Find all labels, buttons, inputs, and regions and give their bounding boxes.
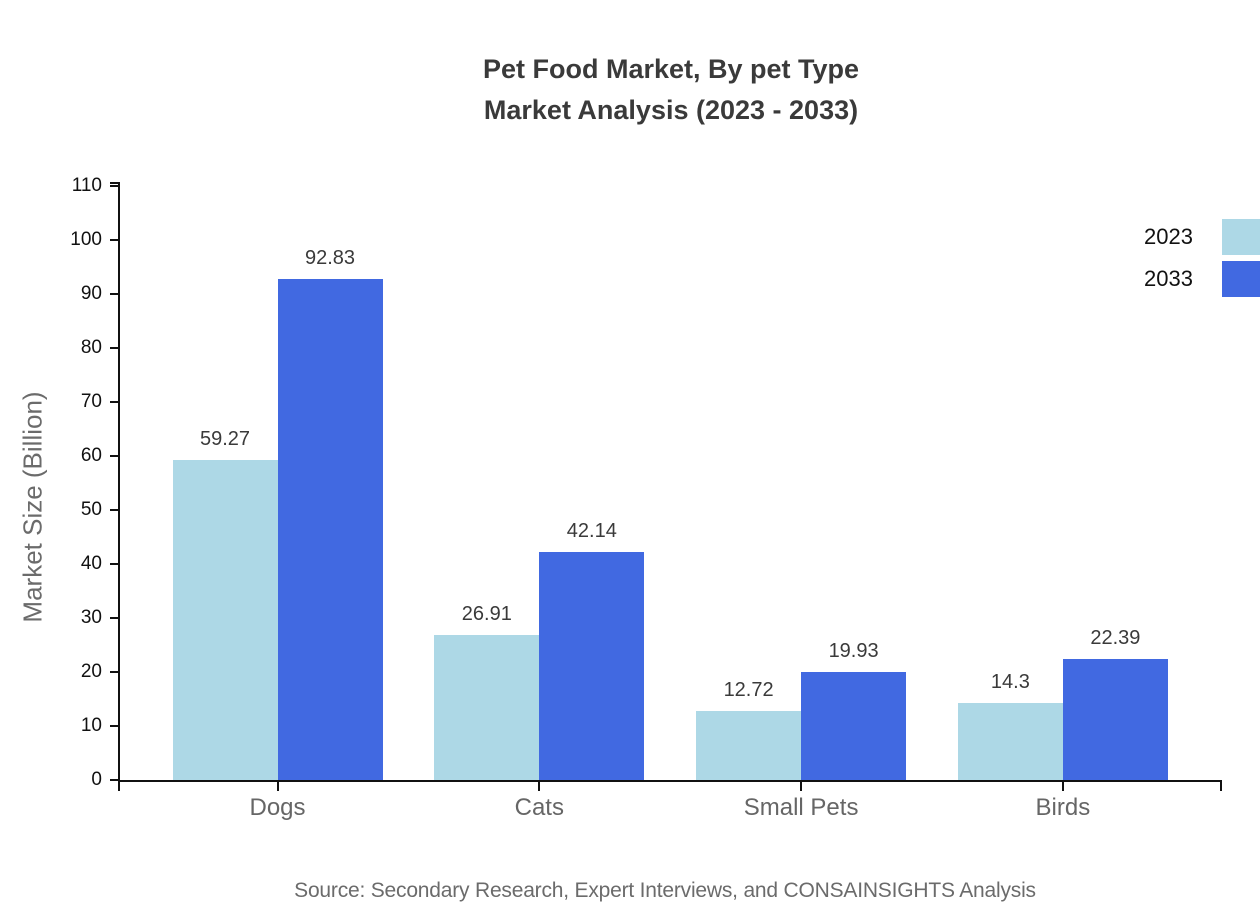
x-edge-tick [118,782,120,791]
chart-title-line1: Pet Food Market, By pet Type [482,54,860,84]
y-tick [110,617,118,619]
x-tick [538,782,541,791]
plot-area: 0 10 20 30 40 50 60 70 80 90 100 110 Dogs 59.27 92.83 C… [70,175,1222,821]
y-tick-label: 100 [70,229,102,250]
bar-2023-cats [434,634,540,780]
bar-2033-small-pets [801,672,907,780]
legend-swatch [1222,261,1260,297]
x-tick [276,782,279,791]
y-tick [110,293,118,295]
x-tick [800,782,803,791]
y-tick [110,563,118,565]
legend-item-2033: 2033 [1144,261,1260,297]
value-label: 92.83 [304,246,356,269]
value-label: 42.14 [566,520,617,543]
x-axis-spine [118,780,1222,782]
y-tick-label: 70 [80,391,102,412]
y-tick-label: 20 [80,661,102,682]
y-tick [110,239,118,241]
legend-label: 2033 [1144,266,1193,291]
chart-title: Pet Food Market, By pet Type Market Anal… [120,49,1222,131]
legend-label: 2023 [1144,224,1193,249]
y-tick-label: 30 [80,607,102,628]
legend: 2023 2033 [1144,219,1260,303]
y-tick [110,779,118,781]
value-label: 19.93 [828,640,879,663]
category-label: Dogs [249,794,306,821]
y-tick-label: 80 [80,337,102,358]
y-tick [110,725,118,727]
y-tick [110,401,118,403]
chart-title-line2: Market Analysis (2023 - 2033) [483,95,859,125]
value-label: 22.39 [1090,627,1141,650]
value-label: 12.72 [723,679,774,702]
bar-2033-birds [1062,659,1168,780]
bar-2033-dogs [277,278,383,780]
value-label: 59.27 [199,427,251,450]
y-tick [110,509,118,511]
y-tick [110,347,118,349]
bar-2023-birds [957,702,1063,780]
y-tick [110,185,118,187]
y-tick [110,455,118,457]
value-label: 26.91 [461,602,512,625]
legend-swatch [1222,219,1260,255]
y-axis-spine [118,182,120,782]
category-label: Birds [1035,794,1091,821]
y-tick [110,671,118,673]
category-label: Small Pets [743,794,859,821]
y-tick-label: 60 [80,445,102,466]
x-tick [1061,782,1064,791]
y-axis-top-tick [110,182,118,184]
y-tick-label: 10 [80,715,102,736]
y-tick-label: 40 [80,553,102,574]
bar-2023-dogs [172,459,278,780]
value-label: 14.3 [990,670,1030,693]
y-tick-label: 50 [80,499,102,520]
y-tick-label: 90 [80,283,102,304]
legend-item-2023: 2023 [1144,219,1260,255]
source-note: Source: Secondary Research, Expert Inter… [294,879,1036,902]
bar-2033-cats [539,552,645,780]
bar-2023-small-pets [696,711,802,780]
y-tick-label: 0 [91,769,102,790]
category-label: Cats [514,794,564,821]
x-edge-tick [1220,782,1222,791]
y-tick-label: 110 [71,175,102,196]
